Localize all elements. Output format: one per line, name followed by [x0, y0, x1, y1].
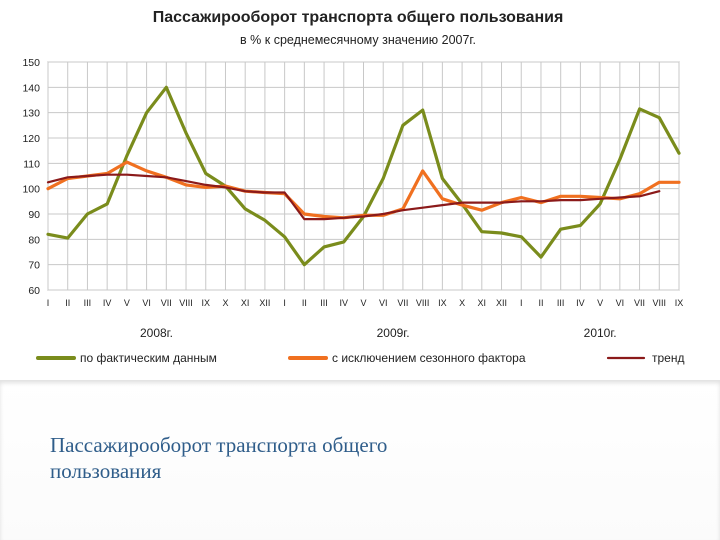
x-tick-label: VI — [142, 298, 151, 308]
line-chart: Пассажирооборот транспорта общего пользо… — [22, 9, 684, 365]
x-tick-label: XII — [259, 298, 270, 308]
y-tick-label: 100 — [22, 184, 40, 196]
x-tick-label: VI — [616, 298, 625, 308]
y-tick-label: 60 — [28, 285, 40, 297]
x-tick-label: XII — [496, 298, 507, 308]
x-tick-label: I — [520, 298, 523, 308]
legend-label-2: с исключением сезонного фактора — [332, 351, 526, 365]
y-tick-label: 130 — [22, 108, 40, 120]
legend-label-3: тренд — [652, 351, 684, 365]
y-axis: 60 70 80 90 100 110 120 130 140 150 — [22, 57, 40, 297]
x-tick-label: V — [597, 298, 603, 308]
grid-lines — [47, 61, 680, 291]
caption-line-2: пользования — [50, 459, 162, 483]
x-tick-label: VII — [397, 298, 408, 308]
legend-label-1: по фактическим данным — [80, 351, 217, 365]
x-tick-label: X — [222, 298, 228, 308]
x-tick-label: IV — [103, 298, 112, 308]
x-tick-label: II — [302, 298, 307, 308]
x-tick-label: IX — [201, 298, 210, 308]
x-tick-label: IX — [675, 298, 684, 308]
year-label: 2009г. — [377, 326, 410, 340]
x-tick-label: V — [360, 298, 366, 308]
x-tick-label: II — [65, 298, 70, 308]
series-line-3 — [46, 173, 661, 221]
x-tick-label: VIII — [653, 298, 667, 308]
x-tick-label: IX — [438, 298, 447, 308]
caption-line-1: Пассажирооборот транспорта общего — [50, 433, 388, 457]
x-tick-label: XI — [241, 298, 250, 308]
legend: по фактическим данным с исключением сезон… — [36, 351, 684, 365]
x-tick-label: X — [459, 298, 465, 308]
chart-title: Пассажирооборот транспорта общего пользо… — [153, 9, 564, 26]
year-label: 2010г. — [584, 326, 617, 340]
y-tick-label: 70 — [28, 260, 40, 272]
x-tick-label: III — [84, 298, 92, 308]
y-tick-label: 80 — [28, 234, 40, 246]
x-tick-label: IV — [340, 298, 349, 308]
y-tick-label: 120 — [22, 133, 40, 145]
chart-subtitle: в % к среднемесячному значению 2007г. — [240, 33, 476, 47]
x-tick-label: VIII — [179, 298, 193, 308]
y-tick-label: 140 — [22, 82, 40, 94]
x-tick-label: III — [557, 298, 565, 308]
y-tick-label: 90 — [28, 209, 40, 221]
series-line-2 — [46, 160, 681, 220]
x-tick-label: V — [124, 298, 130, 308]
y-tick-label: 110 — [23, 158, 40, 170]
x-tick-label: I — [47, 298, 50, 308]
x-tick-label: VII — [161, 298, 172, 308]
caption-area — [0, 380, 720, 540]
x-tick-label: XI — [478, 298, 487, 308]
year-label: 2008г. — [140, 326, 173, 340]
chart-container: Пассажирооборот транспорта общего пользо… — [22, 9, 684, 365]
series-group — [46, 85, 681, 267]
x-axis: I II III IV V VI VII VIII IX X XI XII I II III IV V VI VII… — [47, 298, 684, 340]
x-tick-label: I — [283, 298, 286, 308]
x-tick-label: VI — [379, 298, 388, 308]
y-tick-label: 150 — [22, 57, 40, 69]
x-tick-label: IV — [576, 298, 585, 308]
x-tick-label: VII — [634, 298, 645, 308]
x-tick-label: III — [320, 298, 328, 308]
x-tick-label: II — [538, 298, 543, 308]
slide-caption: Пассажирооборот транспорта общего пользо… — [50, 432, 570, 484]
x-tick-label: VIII — [416, 298, 430, 308]
